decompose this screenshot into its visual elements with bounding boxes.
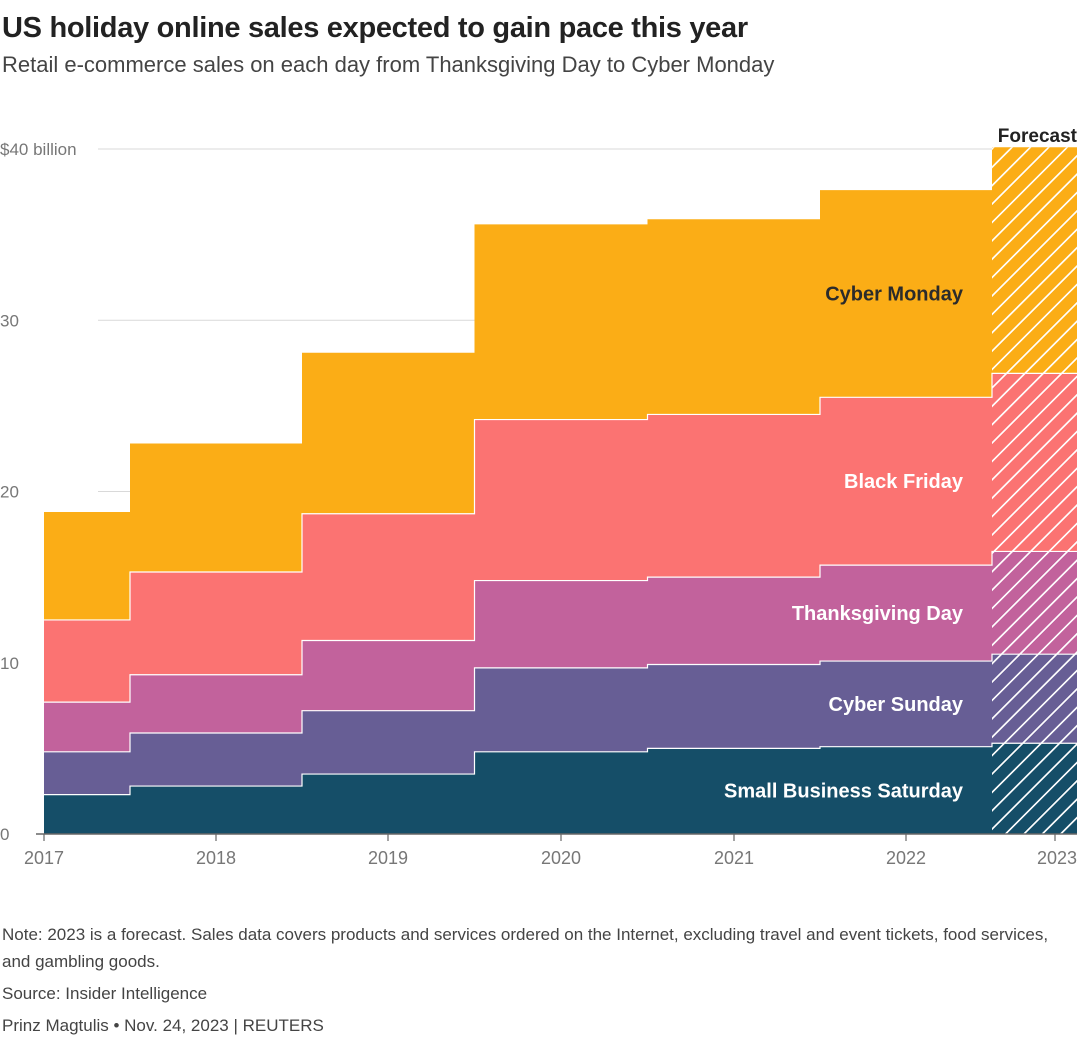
- stacked-step-area-chart: 0 10 20 30 $40 billion 2017 2018 2019 2020 2021 20…: [0, 126, 1078, 868]
- area-small-business-saturday: [44, 746, 992, 834]
- series-label-cyber-sunday: Cyber Sunday: [829, 694, 964, 716]
- series-labels: Forecast Small Business Saturday Cyber Sun…: [724, 126, 1078, 802]
- layer-boundaries: [44, 372, 1077, 796]
- area-cyber-monday: [44, 190, 992, 620]
- area-cyber-sunday: [44, 661, 992, 795]
- x-tick-label-2023: 2023: [1037, 848, 1077, 868]
- y-tick-label-20: 20: [0, 483, 19, 502]
- area-thanksgiving-day: [44, 565, 992, 752]
- area-layers: [44, 190, 992, 834]
- boundary-cyber-sunday: [44, 653, 1077, 753]
- forecast-region: [992, 147, 1077, 835]
- forecast-label: Forecast: [998, 126, 1078, 147]
- chart-title: US holiday online sales expected to gain…: [2, 12, 748, 44]
- chart-note: Note: 2023 is a forecast. Sales data cov…: [2, 925, 1049, 971]
- axes: 0 10 20 30 $40 billion 2017 2018 2019 2020 2021 20…: [0, 140, 1077, 868]
- boundary-small-business-saturday: [44, 742, 1077, 796]
- boundary-thanksgiving-day: [44, 550, 1077, 703]
- area-black-friday: [44, 397, 992, 703]
- chart-subtitle: Retail e-commerce sales on each day from…: [2, 52, 775, 77]
- x-tick-label-2021: 2021: [714, 848, 754, 868]
- series-label-cyber-monday: Cyber Monday: [825, 284, 964, 306]
- y-tick-label-40: $40 billion: [0, 140, 77, 159]
- series-label-thanksgiving-day: Thanksgiving Day: [792, 603, 964, 625]
- y-tick-label-0: 0: [0, 825, 9, 844]
- y-tick-label-30: 30: [0, 311, 19, 330]
- x-tick-label-2019: 2019: [368, 848, 408, 868]
- x-tick-label-2018: 2018: [196, 848, 236, 868]
- y-tick-label-10: 10: [0, 654, 19, 673]
- chart-credit: Prinz Magtulis • Nov. 24, 2023 | REUTERS: [2, 1016, 324, 1035]
- chart-source: Source: Insider Intelligence: [2, 984, 208, 1003]
- boundary-black-friday: [44, 372, 1077, 621]
- series-label-small-business-saturday: Small Business Saturday: [724, 780, 964, 802]
- x-tick-label-2022: 2022: [886, 848, 926, 868]
- series-label-black-friday: Black Friday: [844, 471, 964, 493]
- x-tick-label-2017: 2017: [24, 848, 64, 868]
- forecast-hatch-fill: [992, 147, 1077, 835]
- x-tick-label-2020: 2020: [541, 848, 581, 868]
